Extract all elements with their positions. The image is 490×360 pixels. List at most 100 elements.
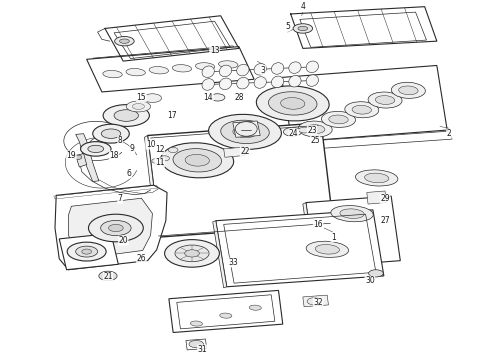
Text: 5: 5 [285,22,290,31]
Polygon shape [105,16,239,61]
Ellipse shape [67,242,106,261]
Ellipse shape [306,61,318,73]
Ellipse shape [340,209,364,219]
Ellipse shape [307,298,322,305]
Ellipse shape [271,63,284,74]
Polygon shape [280,131,452,151]
Ellipse shape [256,86,329,121]
Polygon shape [303,203,315,269]
Ellipse shape [189,341,203,348]
Text: 11: 11 [155,158,165,167]
Ellipse shape [173,149,221,172]
Ellipse shape [104,274,112,278]
Text: 22: 22 [240,147,250,156]
Polygon shape [303,295,328,307]
Polygon shape [75,134,99,181]
Text: 9: 9 [130,144,135,153]
Text: 17: 17 [167,111,177,120]
Ellipse shape [321,111,355,127]
Ellipse shape [356,170,398,186]
Ellipse shape [209,114,281,149]
Ellipse shape [99,271,117,280]
Polygon shape [93,46,248,79]
Ellipse shape [365,173,389,183]
Ellipse shape [254,63,267,75]
Ellipse shape [368,92,402,108]
Text: 24: 24 [289,129,298,138]
Ellipse shape [126,68,146,76]
Ellipse shape [298,127,311,133]
Ellipse shape [345,102,379,118]
Ellipse shape [75,246,98,257]
Ellipse shape [289,62,301,73]
Text: 6: 6 [127,169,132,178]
Ellipse shape [375,96,395,104]
Ellipse shape [80,141,111,156]
Ellipse shape [306,241,348,257]
Ellipse shape [329,115,348,124]
Ellipse shape [143,94,162,103]
Polygon shape [169,291,283,333]
Ellipse shape [126,101,150,112]
Polygon shape [291,7,437,48]
Ellipse shape [254,77,267,88]
Ellipse shape [161,143,234,178]
Ellipse shape [88,145,104,153]
Ellipse shape [219,61,238,68]
Ellipse shape [114,110,138,121]
Polygon shape [55,185,167,270]
Text: 21: 21 [103,273,113,282]
Text: 23: 23 [307,126,317,135]
Text: 18: 18 [109,151,119,160]
Ellipse shape [220,65,232,77]
Polygon shape [216,210,384,287]
Polygon shape [233,121,260,137]
Ellipse shape [271,76,284,87]
Ellipse shape [100,220,131,235]
Ellipse shape [298,26,308,31]
Ellipse shape [185,154,209,166]
Ellipse shape [210,94,225,101]
Ellipse shape [165,240,220,267]
Ellipse shape [82,249,92,254]
Polygon shape [75,154,87,167]
Text: 2: 2 [447,129,451,138]
Text: 8: 8 [118,136,122,145]
Ellipse shape [315,244,340,254]
Ellipse shape [172,65,192,72]
Ellipse shape [185,250,199,257]
Ellipse shape [202,66,214,77]
Ellipse shape [103,105,149,126]
Text: 31: 31 [197,345,207,354]
Text: 3: 3 [261,66,266,75]
Ellipse shape [289,76,301,87]
Ellipse shape [160,156,170,161]
Ellipse shape [132,104,145,109]
Polygon shape [223,147,245,157]
Ellipse shape [233,126,257,138]
Ellipse shape [109,224,123,231]
Ellipse shape [103,71,122,78]
Text: 7: 7 [118,194,122,203]
Ellipse shape [392,82,425,98]
Ellipse shape [93,124,129,143]
Ellipse shape [305,125,325,134]
Text: 12: 12 [155,145,165,154]
Polygon shape [186,339,207,350]
Text: 25: 25 [310,136,320,145]
Text: 29: 29 [380,194,390,203]
Text: 26: 26 [137,254,147,263]
Ellipse shape [331,206,373,222]
Text: 15: 15 [137,93,147,102]
Ellipse shape [352,105,371,114]
Ellipse shape [298,121,332,137]
Text: 19: 19 [67,151,76,160]
Ellipse shape [283,127,302,136]
Ellipse shape [175,245,209,262]
Text: 4: 4 [300,2,305,11]
Ellipse shape [269,92,317,115]
Ellipse shape [196,63,215,70]
Text: 14: 14 [204,93,213,102]
Text: 1: 1 [331,233,336,242]
Ellipse shape [168,148,178,153]
